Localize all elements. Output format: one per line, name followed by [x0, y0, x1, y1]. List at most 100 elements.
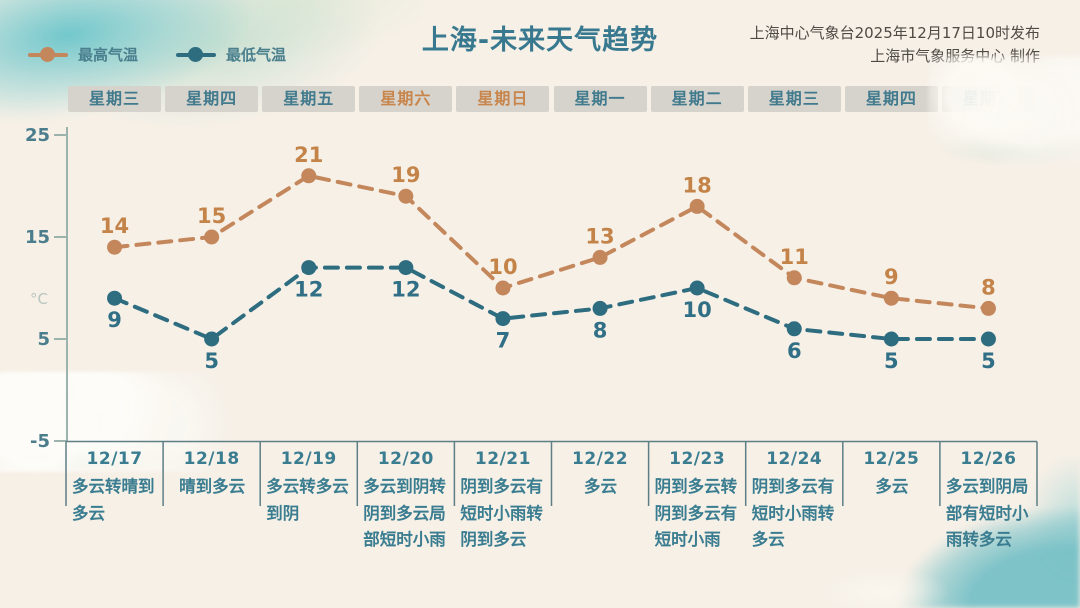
legend-item-high-temp: 最高气温 — [28, 44, 138, 65]
legend-label-high: 最高气温 — [78, 46, 139, 64]
chart-legend: 最高气温 最低气温 — [28, 44, 286, 65]
data-point-marker — [398, 188, 414, 204]
weather-description: 阴到多云转阴到多云有短时小雨 — [654, 477, 738, 549]
temp-value-label: 5 — [884, 349, 899, 373]
publish-info: 上海中心气象台2025年12月17日10时发布 上海市气象服务中心 制作 — [750, 22, 1040, 68]
temp-value-label: 21 — [294, 143, 323, 167]
forecast-column-12/18: 12/18 晴到多云 — [163, 446, 260, 554]
data-point-marker — [301, 260, 317, 276]
page-title: 上海-未来天气趋势 — [421, 25, 659, 56]
data-point-marker — [204, 331, 220, 347]
weekday-tab-10: 星期五 — [941, 86, 1035, 112]
temp-value-label: 12 — [294, 278, 323, 302]
date-label: 12/19 — [280, 449, 337, 469]
temp-value-label: 10 — [488, 255, 517, 279]
data-point-marker — [592, 300, 608, 316]
y-axis-unit-label: °C — [30, 290, 48, 308]
weather-description: 多云转晴到多云 — [72, 477, 155, 523]
forecast-column-12/19: 12/19 多云转多云到阴 — [260, 446, 357, 554]
publish-line-producer: 上海市气象服务中心 制作 — [870, 47, 1040, 65]
y-tick-label: -5 — [30, 431, 50, 452]
temp-value-label: 12 — [391, 278, 420, 302]
data-point-marker — [495, 311, 511, 327]
weekday-tab-9: 星期四 — [844, 86, 938, 112]
data-point-marker — [883, 290, 899, 306]
low-temp-dot-icon — [188, 47, 204, 62]
cloud-decoration-bottom-right — [815, 558, 965, 608]
data-point-marker — [495, 280, 511, 296]
weekday-tab-1: 星期三 — [68, 86, 162, 112]
data-point-marker — [980, 331, 996, 347]
high-temp-line-icon — [28, 47, 68, 62]
forecast-column-12/23: 12/23 阴到多云转阴到多云有短时小雨 — [649, 446, 746, 554]
temp-value-label: 15 — [197, 204, 226, 228]
forecast-column-12/26: 12/26 多云到阴局部有短时小雨转多云 — [940, 446, 1037, 554]
temp-value-label: 8 — [981, 275, 996, 299]
date-label: 12/17 — [86, 449, 143, 469]
weekday-tab-4: 星期六 — [359, 86, 453, 112]
weather-description: 多云到阴局部有短时小雨转多云 — [945, 477, 1029, 549]
date-label: 12/21 — [474, 449, 531, 469]
y-tick-label: 5 — [37, 329, 50, 350]
weather-description: 多云 — [875, 477, 909, 496]
date-label: 12/18 — [183, 449, 240, 469]
data-point-marker — [204, 229, 220, 245]
data-point-marker — [592, 249, 608, 265]
data-point-marker — [689, 198, 705, 214]
data-point-marker — [301, 168, 317, 184]
data-point-marker — [689, 280, 705, 296]
date-label: 12/22 — [572, 449, 629, 469]
data-point-marker — [786, 321, 802, 337]
temp-value-label: 11 — [780, 245, 809, 269]
weather-description: 阴到多云有短时小雨转多云 — [751, 477, 835, 549]
legend-item-low-temp: 最低气温 — [176, 44, 286, 65]
forecast-column-12/20: 12/20 多云到阴转阴到多云局部短时小雨 — [357, 446, 454, 554]
publish-line-source: 上海中心气象台2025年12月17日10时发布 — [749, 24, 1040, 42]
weather-description: 晴到多云 — [179, 477, 246, 496]
weather-description: 多云转多云到阴 — [266, 477, 349, 523]
date-label: 12/20 — [377, 449, 434, 469]
weekday-tab-7: 星期二 — [650, 86, 744, 112]
data-point-marker — [107, 239, 123, 255]
y-tick-label: 25 — [25, 125, 50, 146]
legend-label-low: 最低气温 — [226, 46, 287, 64]
high-temp-dot-icon — [40, 47, 55, 62]
temp-value-label: 6 — [787, 339, 802, 363]
forecast-column-12/22: 12/22 多云 — [551, 446, 648, 554]
weekday-tab-5: 星期日 — [456, 86, 550, 112]
temp-value-label: 9 — [884, 265, 899, 289]
temp-value-label: 18 — [683, 173, 712, 197]
data-point-marker — [786, 270, 802, 286]
date-label: 12/25 — [863, 449, 920, 469]
temp-value-label: 9 — [107, 308, 122, 332]
weekday-tab-3: 星期五 — [262, 86, 356, 112]
data-point-marker — [980, 300, 996, 316]
forecast-column-12/21: 12/21 阴到多云有短时小雨转阴到多云 — [454, 446, 551, 554]
temperature-line-最高气温 — [112, 173, 991, 311]
data-point-marker — [107, 290, 123, 306]
temp-value-label: 7 — [496, 329, 511, 353]
temp-value-label: 5 — [204, 349, 219, 373]
temp-value-label: 13 — [585, 224, 614, 248]
temperature-line-最低气温 — [112, 265, 991, 341]
forecast-column-12/24: 12/24 阴到多云有短时小雨转多云 — [746, 446, 843, 554]
weather-description: 多云到阴转阴到多云局部短时小雨 — [363, 477, 446, 549]
y-tick-label: 15 — [25, 227, 50, 248]
forecast-column-12/17: 12/17 多云转晴到多云 — [66, 446, 163, 554]
temp-value-label: 8 — [593, 318, 608, 342]
forecast-table: 12/17 多云转晴到多云 12/18 晴到多云 12/19 多云转多云到阴 12/20 多云… — [66, 446, 1037, 554]
date-label: 12/23 — [669, 449, 726, 469]
temp-value-label: 5 — [981, 349, 996, 373]
weekday-tab-2: 星期四 — [165, 86, 259, 112]
weekday-tab-8: 星期三 — [747, 86, 841, 112]
low-temp-line-icon — [176, 47, 217, 62]
data-point-marker — [883, 331, 899, 347]
temp-value-label: 14 — [100, 214, 129, 238]
date-label: 12/26 — [960, 449, 1017, 469]
data-point-marker — [398, 260, 414, 276]
weather-description: 多云 — [584, 477, 618, 496]
weekday-tab-6: 星期一 — [553, 86, 647, 112]
forecast-column-12/25: 12/25 多云 — [843, 446, 940, 554]
